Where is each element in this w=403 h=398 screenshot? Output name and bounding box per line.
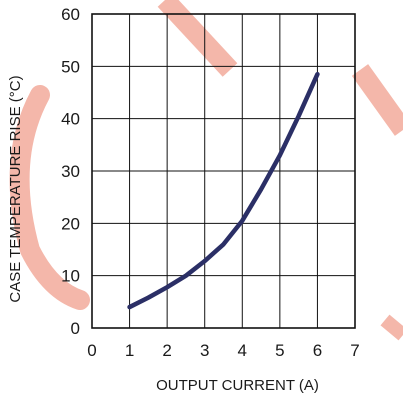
- watermark-arc: [157, 0, 238, 77]
- watermark-arc: [380, 314, 403, 341]
- y-tick-label: 10: [61, 267, 80, 286]
- y-tick-label: 40: [61, 110, 80, 129]
- y-axis-label: CASE TEMPERATURE RISE (°C): [7, 75, 24, 302]
- y-tick-label: 30: [61, 162, 80, 181]
- x-tick-label: 2: [162, 341, 171, 360]
- y-tick-label: 20: [61, 214, 80, 233]
- watermark-arc: [9, 85, 90, 310]
- plot-frame: [91, 13, 356, 329]
- watermark-arc: [351, 64, 403, 136]
- y-tick-label: 60: [61, 5, 80, 24]
- x-tick-labels: 0 1 2 3 4 5 6 7: [87, 341, 359, 360]
- series-layer: [127, 71, 320, 310]
- y-tick-label: 0: [71, 319, 80, 338]
- y-tick-label: 50: [61, 57, 80, 76]
- x-tick-label: 4: [238, 341, 247, 360]
- x-tick-label: 0: [87, 341, 96, 360]
- y-tick-labels: 0 10 20 30 40 50 60: [61, 5, 80, 338]
- x-axis-label: OUTPUT CURRENT (A): [156, 377, 319, 394]
- watermark: [9, 0, 403, 341]
- x-tick-label: 6: [313, 341, 322, 360]
- x-tick-label: 1: [125, 341, 134, 360]
- series-line: [127, 71, 320, 310]
- x-tick-label: 5: [275, 341, 284, 360]
- x-tick-label: 7: [350, 341, 359, 360]
- plot-border: [91, 13, 356, 329]
- x-tick-label: 3: [200, 341, 209, 360]
- chart-grid: [92, 14, 355, 328]
